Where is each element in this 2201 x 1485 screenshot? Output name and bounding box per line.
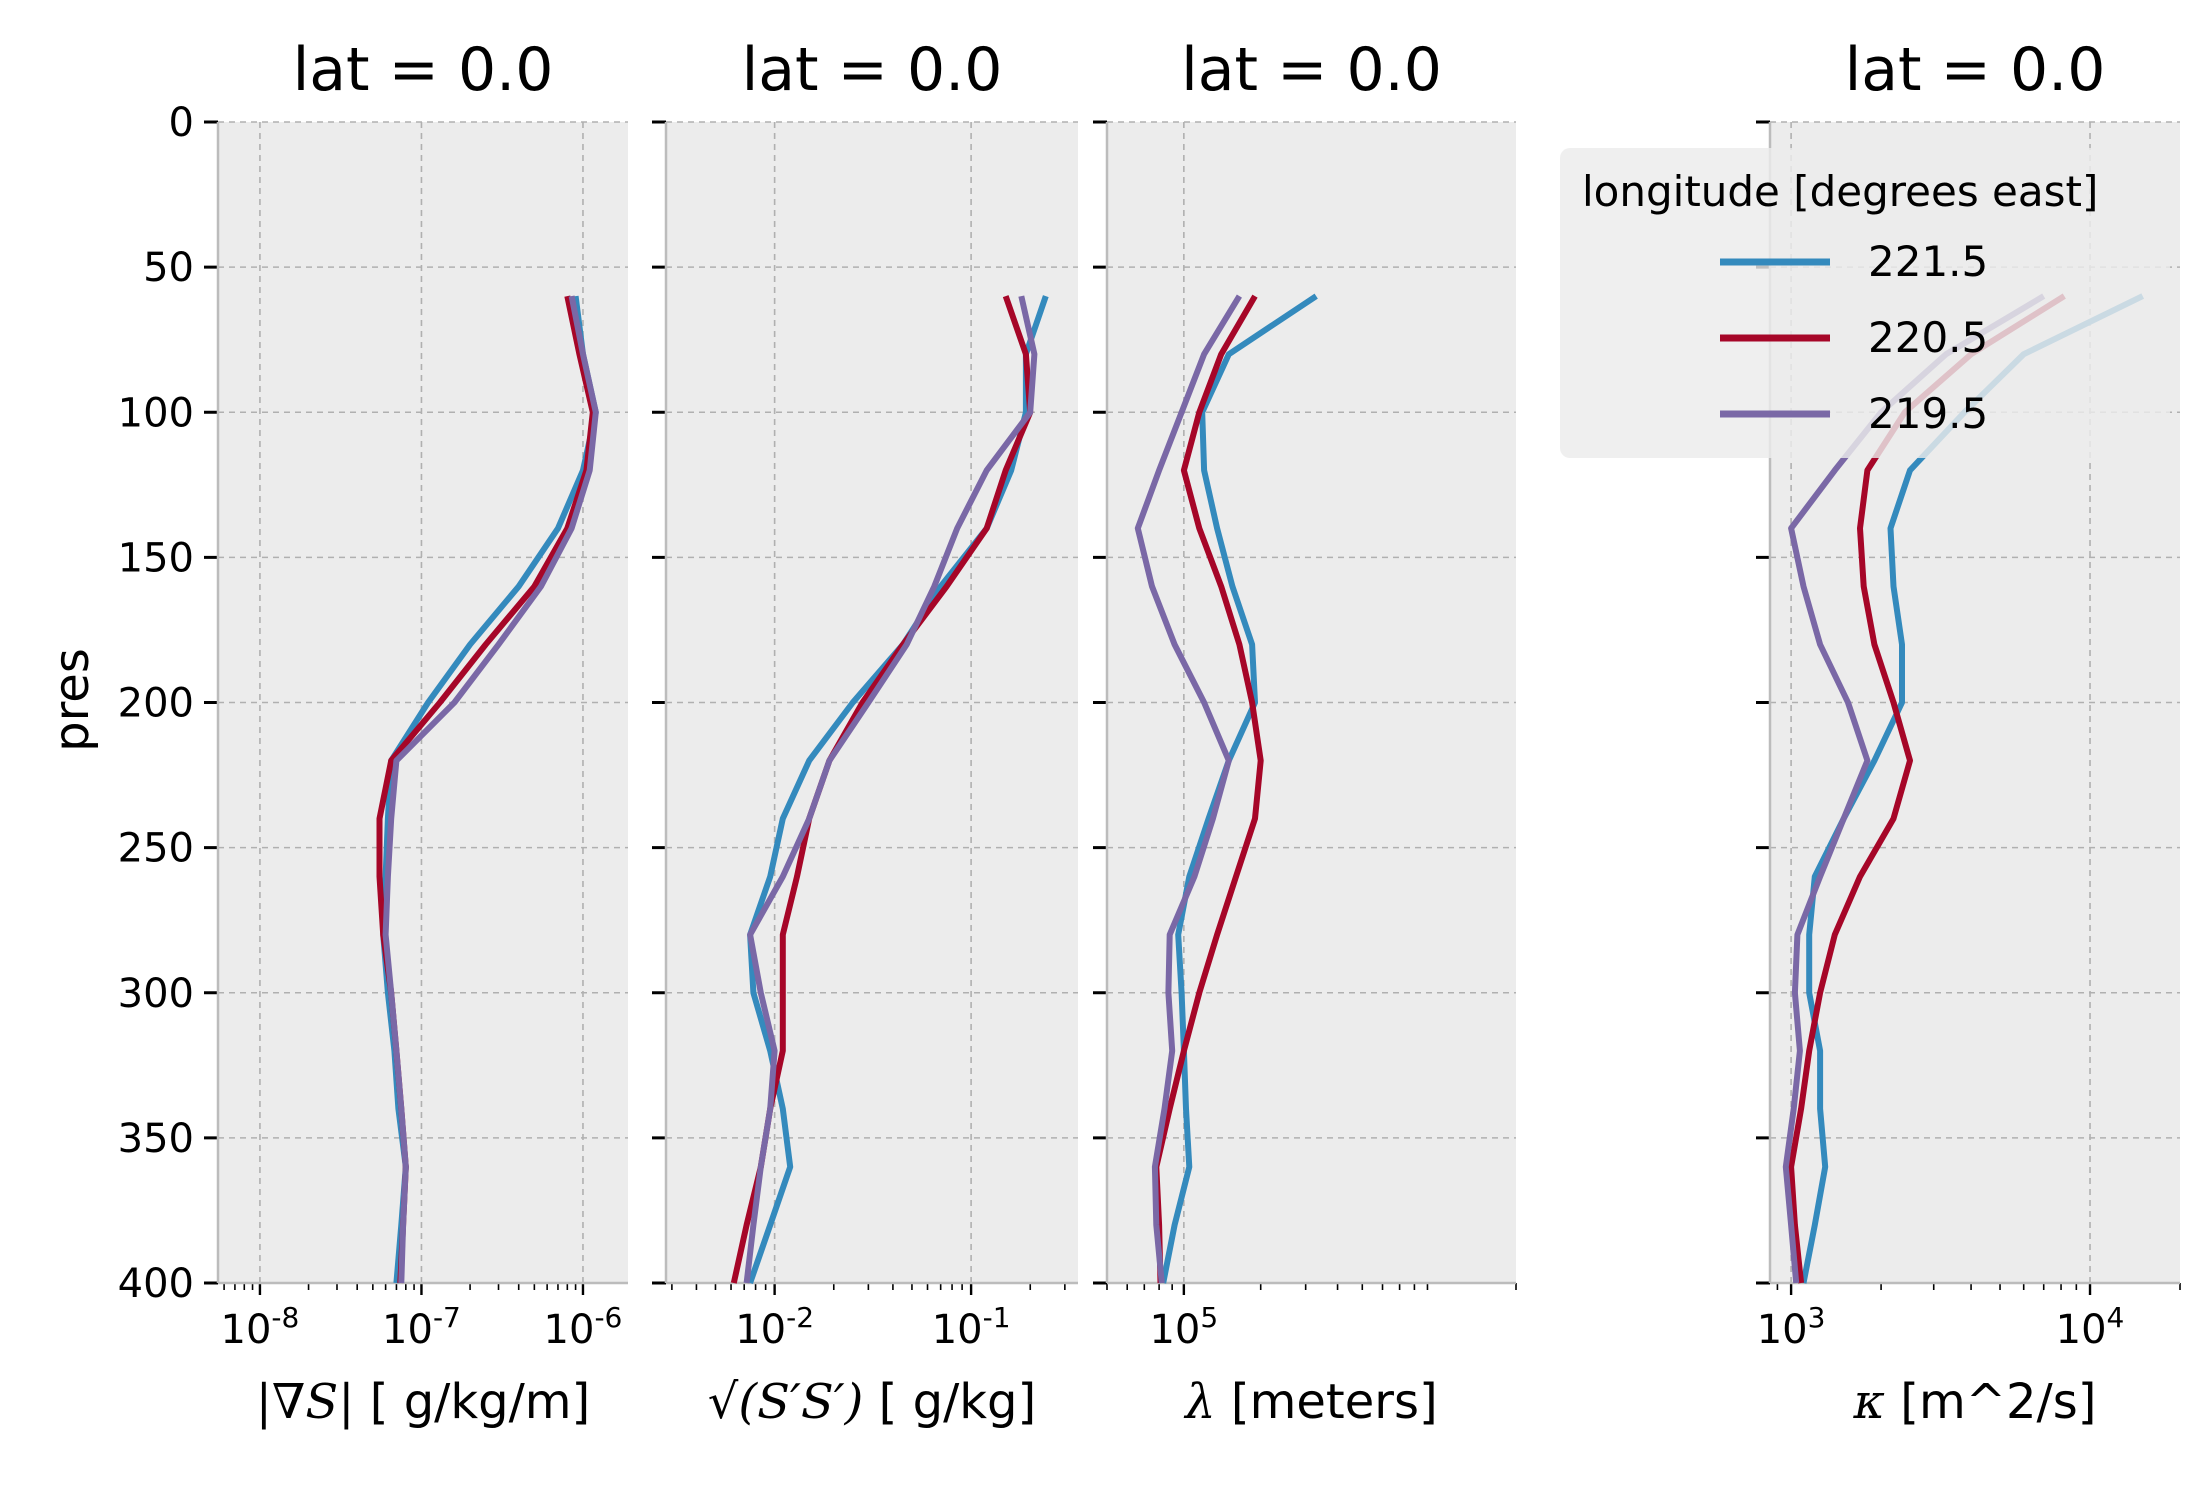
x-tick-base: 10 (735, 1307, 786, 1353)
x-tick-exponent: 3 (1808, 1301, 1826, 1334)
x-axis-label-math: √(S′S′) (708, 1374, 864, 1430)
x-tick-exponent: -7 (433, 1301, 461, 1334)
x-tick-exponent: -6 (594, 1301, 622, 1334)
legend-label-219-5: 219.5 (1868, 389, 1988, 438)
y-tick-label: 250 (118, 826, 194, 872)
y-tick-label: 150 (118, 535, 194, 581)
series-line-219-5 (1134, 294, 1242, 1284)
x-tick-base: 10 (382, 1307, 433, 1353)
x-tick-exponent: -1 (983, 1301, 1011, 1334)
x-tick-base: 10 (221, 1307, 272, 1353)
x-tick-exponent: -8 (271, 1301, 299, 1334)
x-tick-label: 10-8 (221, 1301, 300, 1353)
x-tick-label: 10-6 (544, 1301, 623, 1353)
panel-background (666, 122, 1078, 1283)
series-line-220-5 (1153, 294, 1264, 1284)
legend-label-221-5: 221.5 (1868, 237, 1988, 286)
x-axis-label-units: [meters] (1216, 1374, 1438, 1430)
x-tick-exponent: -2 (786, 1301, 814, 1334)
x-tick-label: 104 (2056, 1301, 2125, 1353)
x-tick-label: 10-2 (735, 1301, 814, 1353)
legend-title: longitude [degrees east] (1582, 167, 2098, 216)
series-line-220-5 (1788, 293, 2066, 1284)
y-tick-label: 400 (118, 1261, 194, 1307)
x-axis-label: λ [meters] (1183, 1374, 1438, 1430)
x-tick-base: 10 (2056, 1307, 2107, 1353)
x-axis-label-units: [ g/kg] (863, 1374, 1036, 1430)
panel-2: lat = 0.010-2 10-1√(S′S′) [ g/kg] (652, 35, 1078, 1430)
y-tick-label: 50 (143, 245, 194, 291)
x-axis-label: κ [m^2/s] (1853, 1374, 2097, 1430)
y-tick-label: 300 (118, 971, 194, 1017)
panel-background (218, 122, 628, 1283)
panel-title: lat = 0.0 (1181, 35, 1442, 105)
y-tick-label: 350 (118, 1116, 194, 1162)
x-tick-label: 10-1 (932, 1301, 1011, 1353)
x-tick-label: 105 (1149, 1301, 1218, 1353)
x-tick-base: 10 (544, 1307, 595, 1353)
x-tick-exponent: 5 (1200, 1301, 1218, 1334)
x-axis-label-math: λ (1183, 1374, 1215, 1430)
series-line-221-5 (747, 295, 1049, 1284)
x-axis-label: |∇S| [ g/kg/m] (256, 1374, 591, 1430)
legend: longitude [degrees east] 221.5 220.5 219… (1560, 148, 2170, 458)
series-line-221-5 (1800, 293, 2145, 1284)
x-axis-label-units: [m^2/s] (1885, 1374, 2096, 1430)
panel-title: lat = 0.0 (293, 35, 554, 105)
x-tick-base: 10 (1149, 1307, 1200, 1353)
y-axis-label: pres (44, 648, 100, 752)
panel-title: lat = 0.0 (1845, 35, 2106, 105)
x-axis-label: √(S′S′) [ g/kg] (708, 1374, 1036, 1430)
x-axis-label-math: κ (1853, 1374, 1885, 1430)
legend-background (1560, 148, 2170, 458)
series-line-219-5 (743, 295, 1038, 1284)
series-line-219-5 (382, 295, 599, 1284)
series-line-219-5 (1782, 293, 2046, 1284)
y-tick-label: 100 (118, 390, 194, 436)
x-tick-exponent: 4 (2107, 1301, 2125, 1334)
y-tick-label: 0 (169, 100, 194, 146)
x-axis-label-math: |∇S| (256, 1374, 355, 1430)
x-tick-label: 10-7 (382, 1301, 461, 1353)
x-tick-label: 103 (1757, 1301, 1826, 1353)
panel-title: lat = 0.0 (742, 35, 1003, 105)
x-tick-base: 10 (1757, 1307, 1808, 1353)
x-axis-label-units: [ g/kg/m] (354, 1374, 590, 1430)
legend-label-220-5: 220.5 (1868, 313, 1988, 362)
panel-3: lat = 0.0 105 λ [meters] (1093, 35, 1517, 1430)
y-tick-label: 200 (118, 681, 194, 727)
x-tick-base: 10 (932, 1307, 983, 1353)
